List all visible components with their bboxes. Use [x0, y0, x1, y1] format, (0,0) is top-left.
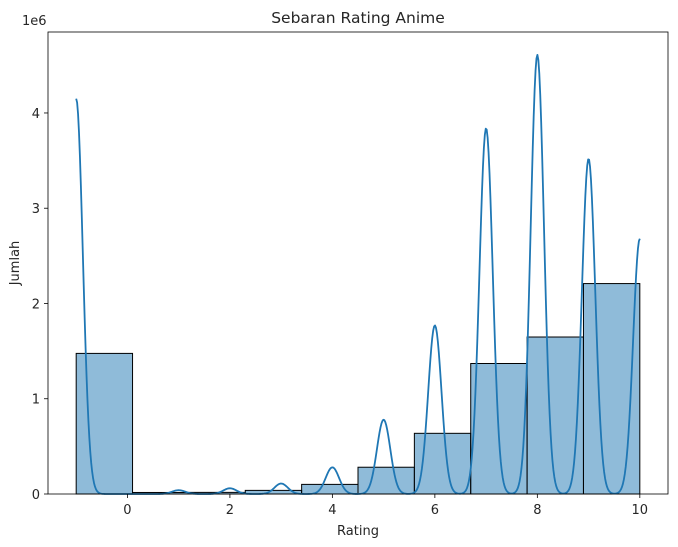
histogram-bar-8	[526, 336, 584, 495]
y-axis-ticks: 0 1 2 3 4	[32, 107, 48, 503]
plot-frame	[47, 31, 669, 495]
x-tick-label: 0	[123, 503, 131, 518]
y-tick-label: 4	[32, 107, 40, 122]
x-tick-label: 2	[226, 503, 234, 518]
x-tick-label: 4	[328, 503, 336, 518]
x-axis-ticks: 0 2 4 6 8 10	[123, 494, 648, 518]
y-tick-label: 3	[32, 202, 40, 217]
y-axis-label: Jumlah	[8, 241, 23, 287]
y-tick-label: 0	[32, 488, 40, 503]
x-tick-label: 6	[431, 503, 439, 518]
y-tick-label: 1	[32, 393, 40, 408]
x-axis-label: Rating	[337, 524, 379, 539]
chart-title: Sebaran Rating Anime	[271, 9, 445, 27]
x-tick-label: 10	[632, 503, 649, 518]
histogram-bar-0	[75, 352, 134, 495]
y-tick-label: 2	[32, 297, 40, 312]
x-tick-label: 8	[533, 503, 541, 518]
histogram-bars	[75, 283, 641, 495]
y-axis-offset-text: 1e6	[22, 14, 47, 29]
